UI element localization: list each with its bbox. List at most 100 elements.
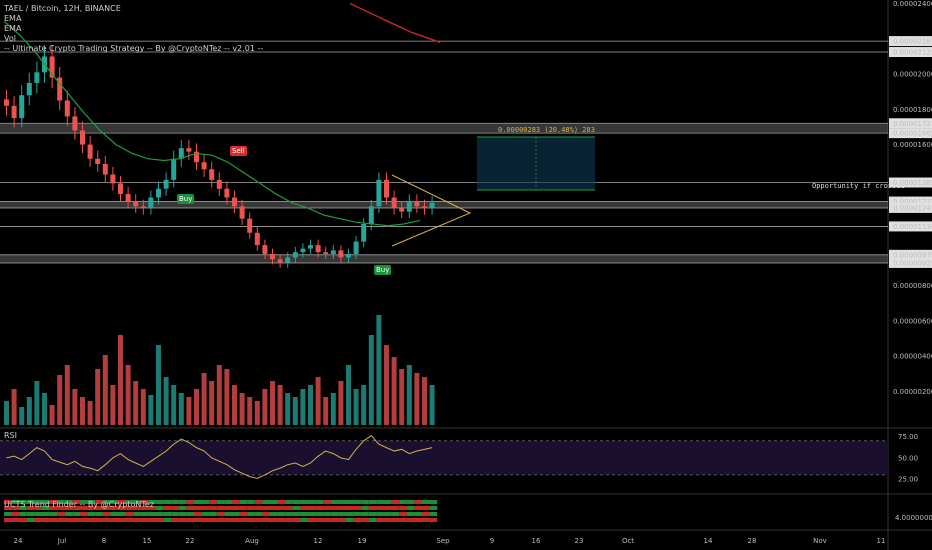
ema-slow-label[interactable]: EMA [4, 24, 22, 33]
trend-cell [247, 500, 255, 504]
trend-cell [338, 500, 346, 504]
trend-cell [323, 506, 331, 510]
volume-label[interactable]: Vol [4, 34, 16, 43]
trend-cell [270, 512, 278, 516]
volume-bar [414, 373, 420, 425]
trend-cell [133, 500, 141, 504]
trend-cell [429, 506, 438, 510]
candle-body [4, 99, 9, 106]
trend-cell [95, 518, 103, 522]
time-tick-5: Aug [245, 537, 259, 545]
trend-cell [80, 512, 88, 516]
symbol-title[interactable]: TAEL / Bitcoin, 12H, BINANCE [4, 4, 121, 13]
ema-fast-label[interactable]: EMA [4, 14, 22, 23]
trend-cell [330, 512, 339, 516]
volume-bar [338, 381, 344, 425]
trend-cell [64, 506, 73, 510]
rsi-tick-2: 25.00 [898, 476, 918, 484]
candle-body [239, 206, 245, 219]
volume-bar [34, 381, 40, 425]
trend-cell [376, 518, 384, 522]
rsi-line [6, 435, 433, 479]
trend-cell [361, 506, 369, 510]
trend-cell [353, 500, 362, 504]
candle-body [308, 245, 313, 249]
candle-body [140, 206, 146, 209]
sell-signal-tag: Sell [230, 146, 247, 156]
price-tag-bg-11 [889, 221, 932, 232]
volume-bar [330, 393, 336, 425]
trend-cell [315, 506, 324, 510]
trend-cell [64, 500, 73, 504]
volume-bar [26, 397, 32, 425]
volume-bar [323, 397, 329, 425]
volume-bar [19, 407, 25, 425]
time-tick-8: Sep [436, 537, 450, 545]
trend-tick: 4.00000000 [895, 514, 932, 522]
trend-cell [376, 506, 384, 510]
trend-cell [42, 506, 50, 510]
price-tick-17: 0.00000200 [893, 388, 932, 396]
strategy-label[interactable]: -- Ultimate Crypto Trading Strategy -- B… [4, 44, 264, 53]
trend-cell [422, 512, 430, 516]
trend-cell [57, 518, 65, 522]
rsi-title[interactable]: RSI [4, 431, 17, 440]
candle-body [429, 202, 435, 209]
volume-bar [224, 369, 230, 425]
trend-cell [368, 500, 377, 504]
trend-cell [308, 506, 316, 510]
volume-bar [194, 389, 199, 425]
trend-cell [262, 512, 270, 516]
price-tick-3: 0.00002000 [893, 71, 932, 79]
trend-cell [361, 518, 369, 522]
trend-cell [95, 500, 103, 504]
trend-cell [26, 506, 35, 510]
price-tag-bg-8 [889, 177, 932, 188]
candle-body [262, 245, 268, 254]
trend-cell [4, 518, 12, 522]
rsi-tick-0: 75.00 [898, 433, 918, 441]
trend-cell [254, 518, 263, 522]
time-tick-9: 9 [490, 537, 494, 545]
trend-finder-title[interactable]: UCTS Trend Finder -- By @CryptoNTez [4, 500, 154, 509]
price-tick-15: 0.00000600 [893, 317, 932, 325]
trend-cell [209, 506, 217, 510]
trend-cell [57, 506, 65, 510]
trend-cell [308, 518, 316, 522]
trend-cell [110, 518, 118, 522]
time-tick-7: 19 [358, 537, 367, 545]
trend-cell [429, 500, 438, 504]
buy-signal-tag: Buy [177, 194, 195, 204]
candle-body [254, 232, 260, 246]
trend-cell [346, 512, 354, 516]
trend-cell [4, 500, 12, 504]
trend-cell [368, 506, 377, 510]
buy-signal-tag-2: Buy [374, 265, 392, 275]
trend-cell [178, 506, 187, 510]
candle-body [118, 183, 123, 194]
trend-cell [140, 518, 149, 522]
trend-cell [422, 506, 430, 510]
trend-cell [163, 506, 172, 510]
trend-cell [292, 518, 301, 522]
price-tag-bg-10 [889, 202, 932, 213]
time-tick-2: 8 [102, 537, 106, 545]
trend-cell [110, 500, 118, 504]
volume-bar [232, 385, 237, 425]
trend-cell [102, 512, 111, 516]
price-tick-4: 0.00001800 [893, 106, 932, 114]
trend-cell [406, 506, 415, 510]
trend-cell [4, 512, 12, 516]
trend-cell [201, 506, 210, 510]
candle-body [384, 179, 389, 198]
ema-red-line [349, 2, 441, 43]
candle-body [406, 201, 412, 212]
trend-cell [414, 518, 422, 522]
trend-cell [224, 506, 232, 510]
rsi-tick-1: 50.00 [898, 454, 918, 462]
trend-cell [216, 506, 225, 510]
candle-body [171, 158, 177, 180]
trend-cell [42, 500, 50, 504]
candle-body [224, 188, 230, 198]
